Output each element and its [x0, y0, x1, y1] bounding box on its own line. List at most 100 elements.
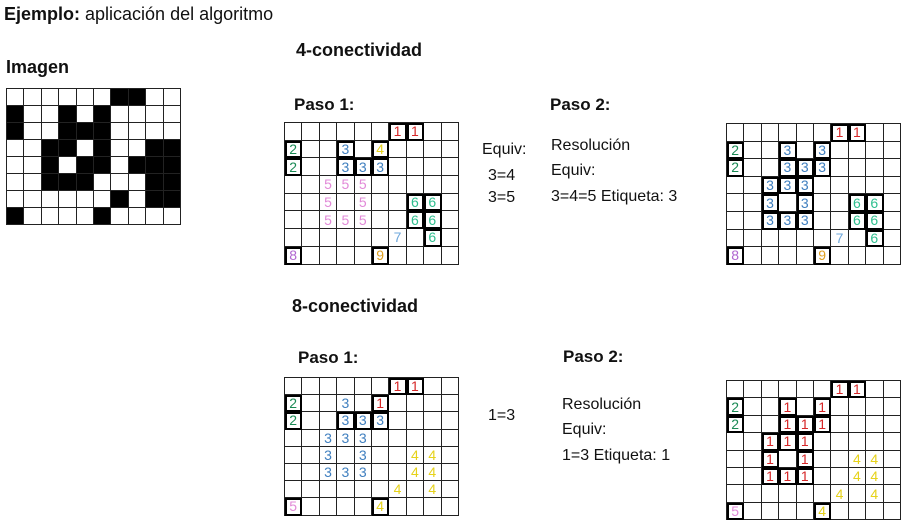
empty-cell	[761, 415, 780, 434]
empty-cell	[831, 502, 849, 521]
empty-cell	[883, 381, 901, 399]
empty-cell	[302, 140, 320, 159]
empty-cell	[848, 502, 867, 521]
empty-cell	[779, 247, 797, 265]
empty-cell	[727, 194, 745, 212]
empty-cell	[441, 412, 459, 430]
empty-cell	[319, 378, 338, 396]
pixel-black	[41, 157, 60, 174]
pixel-white	[111, 208, 129, 225]
empty-cell	[883, 450, 901, 468]
empty-cell	[406, 481, 425, 499]
label-cell: 3	[796, 159, 814, 177]
label-cell: 2	[727, 159, 745, 177]
label-cell: 5	[354, 211, 372, 230]
label-cell: 6	[424, 211, 442, 230]
pixel-white	[163, 208, 181, 225]
pixel-black	[93, 140, 112, 157]
pixel-black	[146, 157, 164, 174]
label-cell: 4	[424, 463, 442, 482]
empty-cell	[813, 229, 832, 248]
empty-cell	[319, 229, 338, 247]
empty-cell	[744, 194, 762, 212]
pixel-black	[7, 123, 25, 140]
empty-cell	[441, 429, 459, 447]
label-cell: 2	[285, 412, 303, 430]
empty-cell	[813, 381, 832, 399]
empty-cell	[441, 378, 459, 396]
empty-cell	[744, 141, 762, 160]
empty-cell	[371, 193, 390, 212]
pixel-black	[59, 174, 77, 191]
empty-cell	[371, 429, 390, 447]
empty-cell	[424, 140, 442, 159]
empty-cell	[337, 378, 355, 396]
label-cell: 4	[389, 481, 407, 499]
empty-cell	[302, 246, 320, 265]
label-cell: 4	[866, 467, 884, 486]
empty-cell	[883, 176, 901, 195]
pixel-black	[146, 191, 164, 208]
label-cell: 3	[796, 176, 814, 195]
empty-cell	[779, 381, 797, 399]
empty-cell	[302, 446, 320, 464]
label-cell: 4	[424, 446, 442, 464]
pixel-white	[7, 157, 25, 174]
pixel-white	[128, 174, 147, 191]
pixel-white	[111, 174, 129, 191]
title-rest: aplicación del algoritmo	[80, 4, 274, 24]
pixel-white	[128, 191, 147, 208]
pixel-black	[111, 89, 129, 106]
empty-cell	[796, 124, 814, 142]
empty-cell	[285, 429, 303, 447]
empty-cell	[813, 211, 832, 230]
empty-cell	[744, 247, 762, 265]
empty-cell	[848, 415, 867, 434]
pixel-white	[146, 208, 164, 225]
empty-cell	[883, 433, 901, 451]
empty-cell	[354, 395, 372, 413]
c8-resolucion: Resolución	[562, 396, 642, 413]
empty-cell	[337, 123, 355, 141]
label-cell: 1	[779, 415, 797, 434]
pixel-black	[59, 106, 77, 123]
pixel-white	[111, 157, 129, 174]
label-cell: 4	[424, 481, 442, 499]
pixel-black	[93, 106, 112, 123]
empty-cell	[796, 229, 814, 248]
pixel-white	[24, 157, 42, 174]
empty-cell	[441, 193, 459, 212]
page-title: Ejemplo: aplicación del algoritmo	[4, 4, 273, 25]
empty-cell	[744, 467, 762, 486]
pixel-white	[59, 208, 77, 225]
label-cell: 6	[848, 211, 867, 230]
empty-cell	[727, 467, 745, 486]
pixel-white	[163, 123, 181, 140]
empty-cell	[302, 193, 320, 212]
label-cell: 1	[406, 378, 425, 396]
pixel-white	[24, 106, 42, 123]
empty-cell	[285, 193, 303, 212]
pixel-white	[41, 208, 60, 225]
label-cell: 1	[831, 381, 849, 399]
empty-cell	[319, 498, 338, 516]
empty-cell	[727, 433, 745, 451]
empty-cell	[371, 481, 390, 499]
pixel-white	[146, 123, 164, 140]
c8-equiv: 1=3	[488, 407, 516, 424]
empty-cell	[319, 395, 338, 413]
label-cell: 3	[813, 141, 832, 160]
empty-cell	[337, 193, 355, 212]
empty-cell	[744, 124, 762, 142]
label-cell: 1	[761, 467, 780, 486]
label-cell: 3	[761, 194, 780, 212]
label-cell: 2	[727, 141, 745, 160]
label-cell: 3	[371, 158, 390, 177]
label-cell: 4	[848, 467, 867, 486]
empty-cell	[883, 467, 901, 486]
pixel-black	[93, 208, 112, 225]
empty-cell	[727, 124, 745, 142]
pixel-white	[59, 191, 77, 208]
label-cell: 7	[831, 229, 849, 248]
